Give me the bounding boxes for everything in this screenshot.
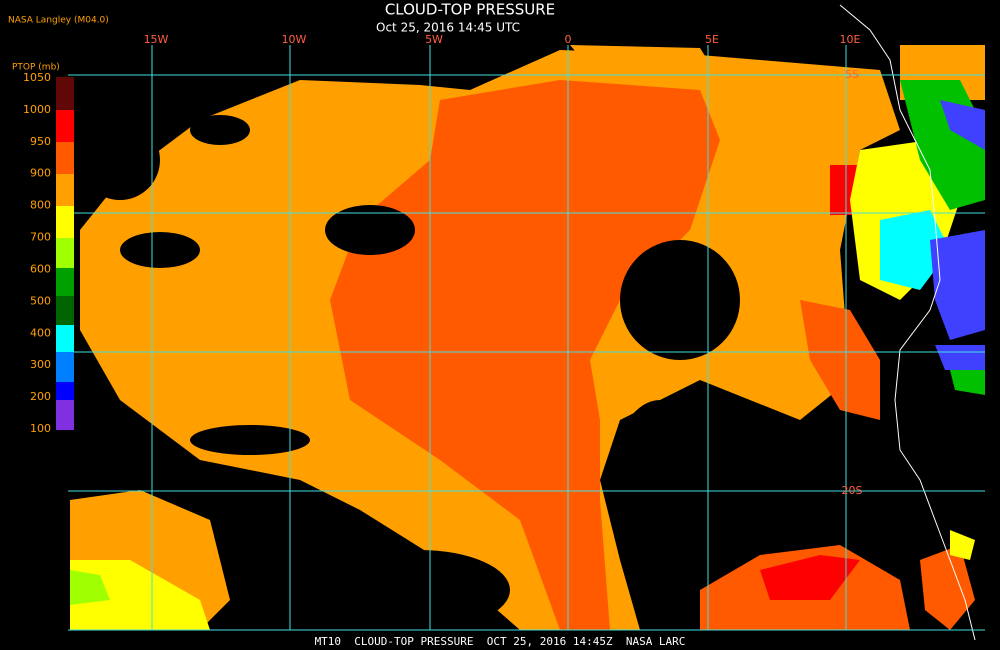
clear-sky [190,115,250,145]
clear-sky [325,205,415,255]
colorbar-swatch [56,77,74,110]
colorbar-swatch [56,382,74,400]
cloud-mid [800,300,880,420]
cloud-mid [330,80,720,630]
clear-sky [190,425,310,455]
colorbar-swatch [56,206,74,238]
cloud-green [950,370,985,395]
cloud-blue [935,345,985,370]
cloud-blue [930,230,985,340]
colorbar-swatch [56,325,74,352]
subtitle: Oct 25, 2016 14:45 UTC [376,21,520,35]
credit: NASA Langley (M04.0) [8,16,109,26]
lat-label: 5S [845,68,859,81]
lon-labels: 15W 10W 5W 0 5E 10E 5S 20S [144,33,863,497]
colorbar-tick-label: 400 [30,326,51,339]
footer: MT10 CLOUD-TOP PRESSURE OCT 25, 2016 14:… [315,635,686,648]
colorbar-swatch [56,352,74,382]
colorbar-tick-label: 700 [30,231,51,244]
coastline [839,4,976,641]
lat-label: 20S [842,484,863,497]
lon-label: 0 [565,33,572,46]
clear-sky [700,415,840,525]
cloud-high [760,555,860,600]
lon-label: 5W [425,33,443,46]
graticule [68,45,985,631]
colorbar-label: PTOP (mb) [12,63,60,73]
lon-label: 15W [144,33,169,46]
colorbar-swatch [56,110,74,142]
colorbar-swatch [56,268,74,296]
colorbar-tick-label: 1050 [23,71,51,84]
title: CLOUD-TOP PRESSURE [385,1,555,19]
colorbar-tick-label: 500 [30,294,51,307]
clear-sky [615,400,705,540]
colorbar-tick-label: 600 [30,262,51,275]
cloud-field [70,45,985,630]
colorbar-tick-label: 100 [30,422,51,435]
colorbar-tick-label: 800 [30,199,51,212]
colorbar [56,77,74,430]
lon-label: 10W [282,33,307,46]
lon-label: 10E [840,33,861,46]
colorbar-swatch [56,400,74,430]
colorbar-tick-label: 200 [30,390,51,403]
clear-sky [620,240,740,360]
cloud-yellow [70,560,210,630]
lon-label: 5E [705,33,719,46]
colorbar-swatch [56,238,74,268]
colorbar-swatch [56,142,74,174]
cloud-mid [920,545,975,630]
cloud-green [70,570,110,605]
cloud-yellow [950,530,975,560]
colorbar-tick-label: 950 [30,135,51,148]
colorbar-swatch [56,174,74,206]
colorbar-tick-label: 900 [30,167,51,180]
cloud-low [570,45,720,80]
cloud-blue [940,100,985,150]
colorbar-tick-label: 300 [30,358,51,371]
clear-sky [80,120,160,200]
colorbar-tick-label: 1000 [23,103,51,116]
clear-sky [120,232,200,268]
clear-sky [330,550,510,630]
colorbar-swatch [56,296,74,325]
